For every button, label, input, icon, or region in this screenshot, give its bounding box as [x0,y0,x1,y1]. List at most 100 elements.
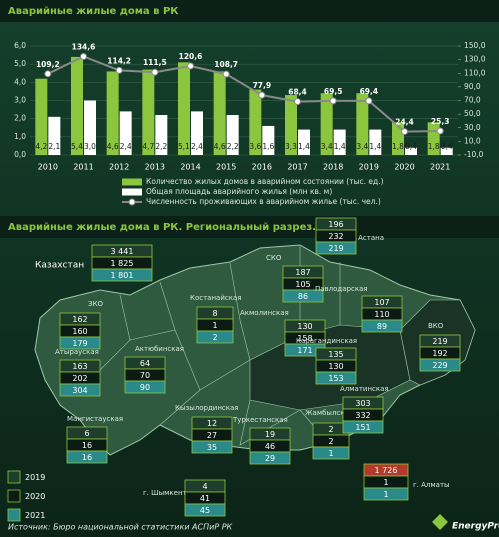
region-value: 1 825 [111,259,134,268]
bar [35,78,48,155]
legend-label: 2020 [25,492,45,501]
region-value: 130 [328,362,343,371]
bar [440,147,453,155]
region-value-box [59,383,101,397]
bar-value-label: 4,6 [107,142,119,151]
map-title: Аварийные жилые дома в РК. Региональный … [8,222,347,233]
x-tick-label: 2014 [180,163,200,172]
region-name: Павлодарская [315,285,368,293]
region-value: 19 [265,430,275,439]
legend-label: 2021 [25,511,45,520]
region-value-box [282,289,324,303]
region-value: 16 [82,441,92,450]
region-value: 163 [72,362,87,371]
bar [356,93,369,155]
bar [48,116,61,155]
region-value: 16 [82,453,92,462]
legend-label: Численность проживающих в аварийном жиль… [146,197,381,206]
region-value: 2 [212,333,217,342]
line-point [222,70,230,78]
logo: EnergyProm [452,522,499,532]
region-name: Мангистауская [67,415,123,423]
line-value-label: 120,6 [179,52,203,61]
region-value: 158 [297,334,312,343]
bar [142,69,155,155]
bar [213,71,226,155]
bar-value-label: 1,8 [392,142,404,151]
region-value: 6 [84,429,89,438]
region-name: Костанайская [190,294,241,302]
bar [106,71,119,155]
bar-value-label: 0,4 [405,142,417,151]
legend-label: 2019 [25,473,45,482]
region-value: 303 [355,399,370,408]
bar-value-label: 3,0 [84,142,96,151]
bar [178,62,190,155]
bar [405,147,417,155]
bar [71,56,83,155]
region-value-box [191,440,233,454]
bar-value-label: 3,6 [249,142,261,151]
y-tick-label: 3,0 [14,96,26,105]
region-name: г. Астана [350,234,384,242]
region-value: 35 [207,443,217,452]
bar-value-label: 3,4 [356,142,368,151]
x-tick-label: 2012 [109,163,129,172]
region-value: 110 [374,310,389,319]
region-value: 2 [328,425,333,434]
region-value-box [419,358,461,372]
region-name: СКО [266,254,282,262]
line-value-label: 134,6 [72,42,96,51]
region-name: г. Алматы [413,481,450,489]
bar-value-label: 0,4 [441,142,453,151]
region-value: 8 [212,309,217,318]
line-point [44,70,52,78]
bar-value-label: 5,4 [71,142,83,151]
region-value: 187 [295,268,310,277]
y-tick-label: 5,0 [14,59,26,68]
x-tick-label: 2010 [38,163,58,172]
line-point [187,62,194,70]
bar [119,111,132,155]
y-tick-label: 2,0 [14,114,26,123]
region-value: 70 [140,371,150,380]
bar [226,115,239,155]
line-point [365,97,373,105]
bar-value-label: 1,4 [334,142,346,151]
y-tick-label: 6,0 [14,41,26,50]
title-band [0,216,499,238]
region-name: Казахстан [35,261,84,271]
line-point [436,127,444,135]
y2-tick-label: 110,0 [464,68,486,77]
line-value-label: 114,2 [107,56,131,65]
region-value: 41 [200,494,210,503]
y2-tick-label: 130,0 [464,55,486,64]
region-value: 1 801 [111,271,134,280]
region-value-box [315,241,357,255]
region-value: 107 [374,298,389,307]
region-value: 46 [265,442,275,451]
region-value: 130 [297,322,312,331]
bar-value-label: 1,4 [369,142,381,151]
region-value: 105 [295,280,310,289]
line-point [294,98,301,106]
line-value-label: 108,7 [214,60,238,69]
region-value: 202 [72,374,87,383]
region-value-box [312,446,350,460]
region-value: 332 [355,411,370,420]
region-value: 1 [328,449,333,458]
region-name: Туркестанская [232,416,288,424]
region-value: 171 [297,346,312,355]
bar-value-label: 2,4 [191,142,203,151]
x-tick-label: 2021 [430,163,450,172]
bar-value-label: 5,1 [178,142,190,151]
bar-value-label: 2,2 [155,142,167,151]
region-name: Алматинская [340,385,389,393]
y2-tick-label: -10,0 [464,150,484,159]
legend-swatch [122,178,142,186]
region-value-box [361,319,403,333]
bar [285,95,297,155]
bar-value-label: 2,2 [227,142,239,151]
region-value: 179 [72,339,87,348]
region-value: 12 [207,419,217,428]
